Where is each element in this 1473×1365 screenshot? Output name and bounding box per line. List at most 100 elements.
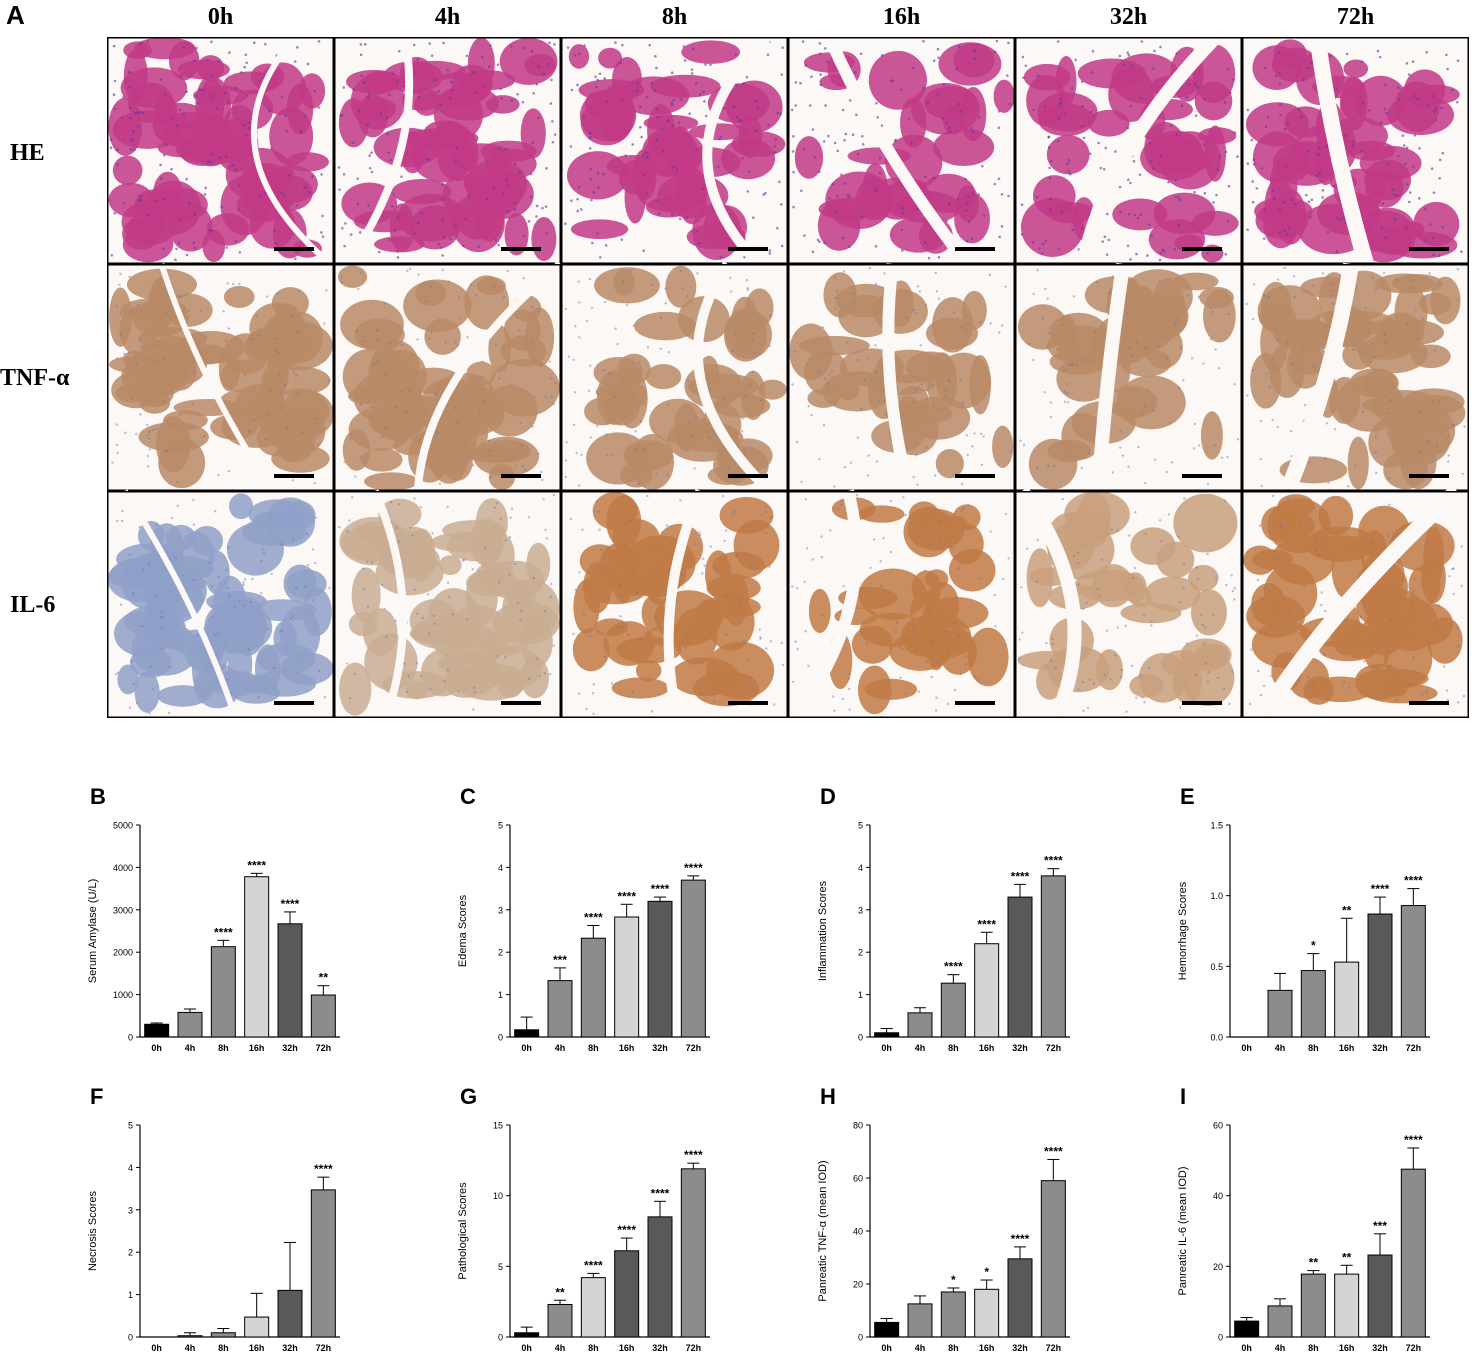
bar-8h (940, 982, 966, 1038)
bar-16h (1334, 1273, 1360, 1338)
scale-bar (1182, 247, 1222, 251)
bar-16h (244, 1316, 270, 1338)
chart-c-edema-scores: C Edema Scores 0 1 2 3 4 5 0h *** 4h **** 8h **** 16h *… (440, 770, 740, 1053)
panel-letter-f: F (90, 1084, 103, 1109)
y-tick-label: 2000 (113, 948, 133, 958)
panel-letter-a: A (6, 0, 25, 30)
bar-4h (547, 980, 573, 1038)
bar-72h (680, 879, 706, 1038)
column-label-32h: 32h (1109, 4, 1148, 30)
x-tick-label-4h: 4h (1275, 1043, 1286, 1053)
bar-0h (144, 1023, 170, 1038)
chart-g-pathological-scores: G Pathological Scores 0 5 10 15 0h ** 4h **** 8h **… (440, 1070, 740, 1353)
y-tick-label: 40 (1213, 1191, 1223, 1201)
significance-32h: *** (1373, 1219, 1387, 1233)
x-tick-label-4h: 4h (915, 1043, 926, 1053)
y-tick-label: 20 (1213, 1262, 1223, 1272)
y-tick-label: 1.0 (1210, 891, 1223, 901)
bar-32h (647, 1216, 673, 1338)
y-tick-label: 0 (128, 1033, 133, 1043)
x-tick-label-16h: 16h (619, 1343, 635, 1353)
y-axis-label: Edema Scores (457, 894, 469, 967)
y-tick-label: 0 (858, 1333, 863, 1343)
scale-bar (274, 701, 314, 705)
x-tick-label-16h: 16h (1339, 1043, 1355, 1053)
panel-letter-i: I (1180, 1084, 1186, 1109)
x-tick-label-72h: 72h (1406, 1043, 1422, 1053)
x-tick-label-72h: 72h (1046, 1343, 1062, 1353)
significance-72h: **** (1404, 874, 1423, 888)
x-tick-label-4h: 4h (555, 1043, 566, 1053)
bar-0h (1234, 1320, 1260, 1338)
significance-72h: **** (314, 1162, 333, 1176)
bar-4h (907, 1012, 933, 1038)
bar-32h (277, 923, 303, 1038)
bar-0h (514, 1332, 540, 1338)
bar-72h (680, 1168, 706, 1338)
x-tick-label-4h: 4h (555, 1343, 566, 1353)
significance-72h: **** (1044, 854, 1063, 868)
x-tick-label-32h: 32h (1012, 1043, 1028, 1053)
significance-8h: ** (1309, 1256, 1319, 1270)
row-label-il6: IL-6 (10, 592, 56, 618)
x-tick-label-16h: 16h (249, 1043, 265, 1053)
y-tick-label: 4 (498, 863, 503, 873)
column-label-16h: 16h (882, 4, 921, 30)
significance-8h: **** (214, 925, 233, 939)
bar-72h (1040, 1180, 1066, 1338)
bar-32h (277, 1289, 303, 1338)
y-tick-label: 5 (498, 821, 503, 831)
significance-16h: **** (977, 917, 996, 931)
x-tick-label-0h: 0h (521, 1043, 532, 1053)
x-tick-label-32h: 32h (1372, 1343, 1388, 1353)
y-tick-label: 3 (858, 905, 863, 915)
y-tick-label: 2 (498, 948, 503, 958)
significance-16h: * (984, 1265, 989, 1279)
x-tick-label-0h: 0h (881, 1343, 892, 1353)
y-tick-label: 15 (493, 1121, 503, 1131)
chart-f-necrosis-scores: F Necrosis Scores 0 1 2 3 4 5 0h 4h 8h 16h 32h **** 72… (70, 1070, 370, 1353)
x-tick-label-32h: 32h (282, 1043, 298, 1053)
scale-bar (728, 247, 768, 251)
significance-72h: **** (684, 861, 703, 875)
histology-tile-he-4h (334, 37, 561, 267)
significance-16h: **** (617, 889, 636, 903)
x-tick-label-16h: 16h (619, 1043, 635, 1053)
x-tick-label-72h: 72h (316, 1343, 332, 1353)
y-tick-label: 3 (128, 1205, 133, 1215)
y-tick-label: 5 (858, 821, 863, 831)
y-tick-label: 40 (853, 1227, 863, 1237)
chart-i-il6-iod: I Panreatic IL-6 (mean IOD) 0 20 40 60 0h 4h ** 8… (1160, 1070, 1460, 1353)
x-tick-label-32h: 32h (652, 1343, 668, 1353)
bar-72h (310, 1189, 336, 1338)
y-tick-label: 4 (128, 1163, 133, 1173)
histology-tile-il6-8h (561, 489, 788, 719)
row-label-he: HE (10, 140, 45, 166)
x-tick-label-16h: 16h (249, 1343, 265, 1353)
scale-bar (1409, 247, 1449, 251)
histology-tile-il6-32h (1015, 486, 1242, 719)
significance-32h: **** (651, 1186, 670, 1200)
x-tick-label-72h: 72h (686, 1343, 702, 1353)
y-tick-label: 0 (128, 1333, 133, 1343)
x-tick-label-72h: 72h (1406, 1343, 1422, 1353)
x-tick-label-4h: 4h (1275, 1343, 1286, 1353)
y-axis-label: Pathological Scores (457, 1182, 469, 1280)
y-tick-label: 3 (498, 905, 503, 915)
x-tick-label-8h: 8h (1308, 1043, 1319, 1053)
y-tick-label: 0 (498, 1033, 503, 1043)
panel-letter-e: E (1180, 784, 1195, 809)
histology-tile-he-16h (788, 37, 1015, 268)
bar-8h (580, 1277, 606, 1338)
panel-letter-h: H (820, 1084, 836, 1109)
significance-72h: **** (684, 1148, 703, 1162)
x-tick-label-0h: 0h (1241, 1043, 1252, 1053)
chart-d-inflammation-scores: D Inflammation Scores 0 1 2 3 4 5 0h 4h **** 8h ****… (800, 770, 1100, 1053)
row-label-tnf: TNF-α (0, 365, 70, 391)
histology-tile-il6-16h (788, 489, 1015, 719)
significance-16h: **** (247, 858, 266, 872)
significance-16h: ** (1342, 903, 1352, 917)
x-tick-label-8h: 8h (948, 1343, 959, 1353)
bar-8h (1300, 1273, 1326, 1338)
column-label-0h: 0h (207, 4, 234, 30)
